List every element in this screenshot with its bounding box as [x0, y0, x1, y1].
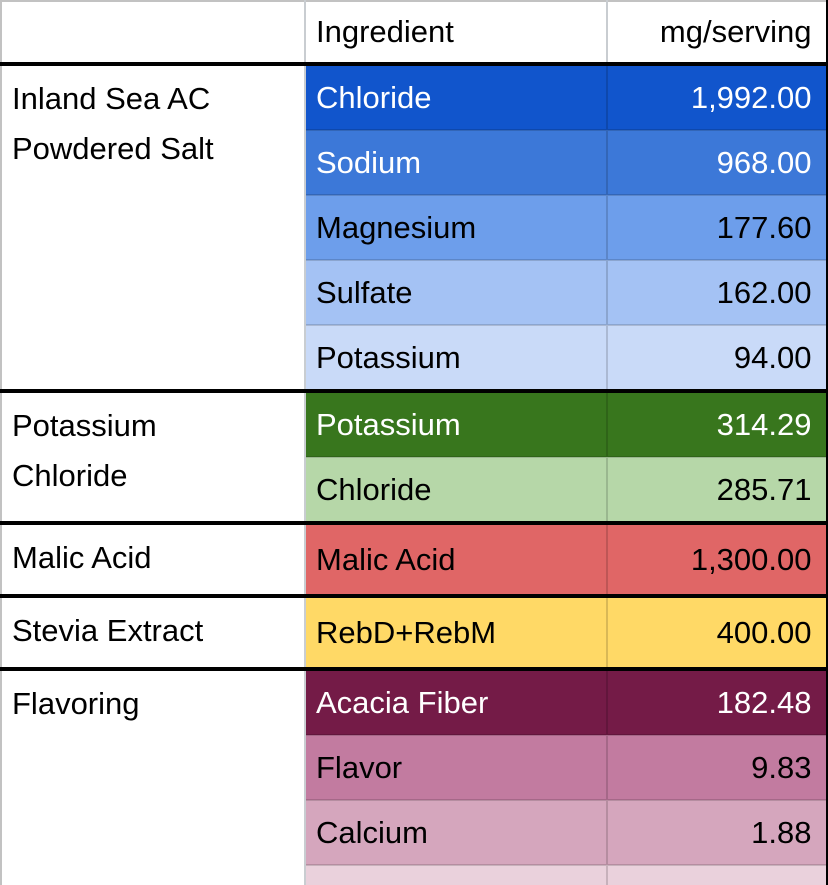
group-label-potassium-chloride: Potassium Chloride [1, 389, 306, 523]
table-row: Flavor 9.83 [1, 734, 827, 800]
amount-cell: 9.83 [606, 734, 827, 800]
ingredient-cell: Chloride [305, 64, 607, 130]
header-amount: mg/serving [606, 1, 827, 66]
table-row: Flavoring Acacia Fiber 182.48 [1, 667, 827, 885]
ingredient-cell: Sulfate [305, 259, 607, 325]
ingredient-cell: Magnesium [305, 194, 607, 260]
header-ingredient: Ingredient [304, 1, 607, 66]
amount-cell: 968.00 [606, 129, 827, 195]
table-row: Potassium Chloride Potassium 314.29 [1, 389, 827, 523]
ingredient-cell: Acacia Fiber [305, 667, 607, 735]
group-label-flavoring: Flavoring [1, 667, 306, 885]
table-row: Inland Sea AC Powdered Salt Chloride 1,9… [1, 64, 827, 391]
amount-cell: 1.88 [606, 799, 827, 865]
ingredient-cell: RebD+RebM [305, 594, 607, 669]
table-row: Stevia Extract RebD+RebM 400.00 [1, 594, 827, 669]
amount-cell: 94.00 [606, 324, 827, 391]
amount-cell: 314.29 [606, 389, 827, 457]
table-row: Magnesium 177.60 [1, 194, 827, 260]
amount-cell: 400.00 [606, 594, 827, 669]
table-row: Potassium 1.22 [1, 864, 827, 885]
ingredient-cell: Sodium [305, 129, 607, 195]
ingredient-cell: Chloride [305, 456, 607, 523]
ingredient-cell: Potassium [305, 864, 607, 885]
amount-cell: 1,300.00 [606, 521, 827, 596]
table-row: Sulfate 162.00 [1, 259, 827, 325]
amount-cell: 162.00 [606, 259, 827, 325]
table-row: Calcium 1.88 [1, 799, 827, 865]
amount-cell: 182.48 [606, 667, 827, 735]
group-label-malic-acid: Malic Acid [1, 521, 306, 596]
amount-cell: 285.71 [606, 456, 827, 523]
table-row: Potassium 94.00 [1, 324, 827, 391]
ingredient-cell: Potassium [305, 389, 607, 457]
ingredient-cell: Flavor [305, 734, 607, 800]
table-row: Chloride 285.71 [1, 456, 827, 523]
header-blank-cell [1, 1, 305, 66]
amount-cell: 177.60 [606, 194, 827, 260]
ingredient-cell: Calcium [305, 799, 607, 865]
table-row: Malic Acid Malic Acid 1,300.00 [1, 521, 827, 596]
amount-cell: 1.22 [606, 864, 827, 885]
group-label-stevia-extract: Stevia Extract [1, 594, 306, 669]
ingredient-cell: Potassium [305, 324, 607, 391]
table-row: Sodium 968.00 [1, 129, 827, 195]
amount-cell: 1,992.00 [606, 64, 827, 130]
header-row: Ingredient mg/serving [1, 1, 827, 66]
group-label-inland-sea-ac-powdered-salt: Inland Sea AC Powdered Salt [1, 64, 306, 391]
ingredient-cell: Malic Acid [305, 521, 607, 596]
